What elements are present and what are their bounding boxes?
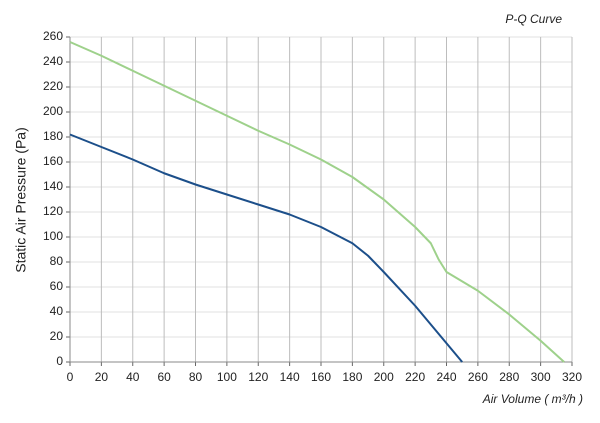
x-tick-label: 0 xyxy=(67,370,74,384)
x-tick-label: 240 xyxy=(436,370,456,384)
y-tick-label: 100 xyxy=(43,229,63,243)
x-tick-label: 160 xyxy=(311,370,331,384)
x-tick-label: 180 xyxy=(342,370,362,384)
x-tick-label: 200 xyxy=(374,370,394,384)
y-tick-label: 200 xyxy=(43,104,63,118)
y-tick-label: 40 xyxy=(50,304,64,318)
y-axis-label: Static Air Pressure (Pa) xyxy=(13,127,29,273)
y-tick-label: 80 xyxy=(50,254,64,268)
data-line xyxy=(69,133,463,363)
y-tick-label: 60 xyxy=(50,279,64,293)
x-tick-label: 100 xyxy=(217,370,237,384)
x-axis-label: Air Volume ( m³/h ) xyxy=(482,392,583,406)
x-tick-label: 260 xyxy=(468,370,488,384)
x-tick-label: 40 xyxy=(126,370,140,384)
y-tick-label: 240 xyxy=(43,54,63,68)
x-tick-label: 20 xyxy=(95,370,109,384)
y-tick-label: 220 xyxy=(43,79,63,93)
x-tick-label: 80 xyxy=(189,370,203,384)
y-tick-label: 160 xyxy=(43,154,63,168)
x-tick-label: 320 xyxy=(562,370,582,384)
y-tick-label: 260 xyxy=(43,29,63,43)
y-tick-label: 140 xyxy=(43,179,63,193)
data-line xyxy=(69,41,565,363)
x-tick-label: 120 xyxy=(248,370,268,384)
x-tick-label: 220 xyxy=(405,370,425,384)
y-tick-label: 20 xyxy=(50,329,64,343)
x-tick-label: 140 xyxy=(280,370,300,384)
x-tick-label: 280 xyxy=(499,370,519,384)
chart-title: P-Q Curve xyxy=(505,12,562,26)
y-tick-label: 120 xyxy=(43,204,63,218)
y-tick-label: 0 xyxy=(56,354,63,368)
x-tick-label: 300 xyxy=(531,370,551,384)
x-tick-label: 60 xyxy=(157,370,171,384)
y-tick-label: 180 xyxy=(43,129,63,143)
